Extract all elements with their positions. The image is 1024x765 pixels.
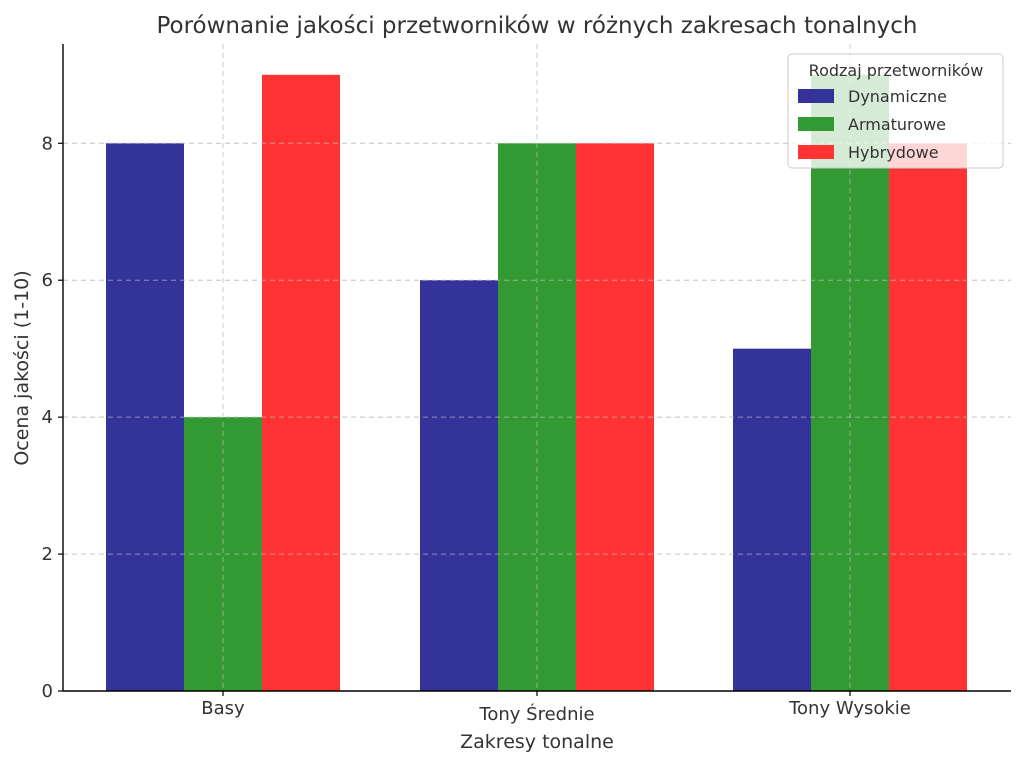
y-tick-label: 8 [42,133,53,154]
bar-dynamiczne-2 [733,349,811,691]
legend-label-hybrydowe: Hybrydowe [848,143,939,162]
y-tick-label: 6 [42,270,53,291]
x-tick-label: Basy [201,698,245,719]
x-tick-label: Tony Średnie [478,703,594,725]
legend-title: Rodzaj przetworników [809,61,984,80]
legend-label-armaturowe: Armaturowe [848,115,946,134]
chart-title: Porównanie jakości przetworników w różny… [156,13,917,39]
legend-label-dynamiczne: Dynamiczne [848,87,947,106]
bar-hybrydowe-0 [262,75,340,691]
legend-swatch-hybrydowe [798,145,834,159]
x-axis-label: Zakresy tonalne [460,731,614,753]
legend-swatch-armaturowe [798,117,834,131]
legend-items: Dynamiczne Armaturowe Hybrydowe [798,87,947,162]
legend: Rodzaj przetworników Dynamiczne Armaturow… [788,54,1003,168]
legend-swatch-dynamiczne [798,89,834,103]
y-tick-label: 4 [42,407,53,428]
bar-dynamiczne-1 [420,280,498,691]
y-axis-label: Ocena jakości (1-10) [11,270,33,465]
y-tick-label: 0 [42,681,53,702]
y-tick-label: 2 [42,544,53,565]
x-tick-label: Tony Wysokie [788,698,911,719]
